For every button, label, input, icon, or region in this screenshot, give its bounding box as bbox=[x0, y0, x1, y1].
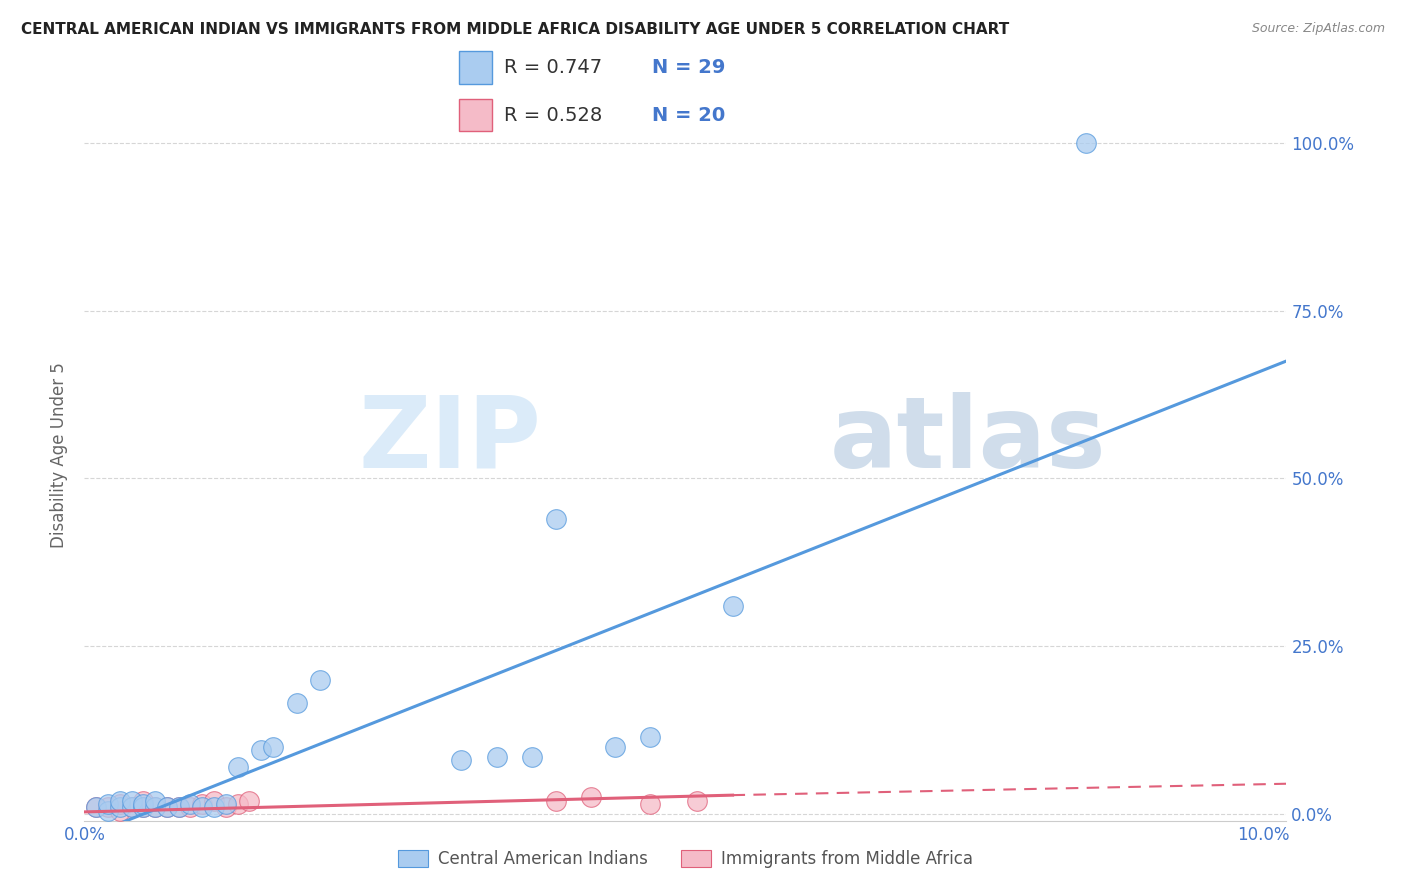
FancyBboxPatch shape bbox=[458, 99, 492, 131]
Text: N = 20: N = 20 bbox=[652, 105, 725, 125]
Point bbox=[309, 673, 332, 687]
Y-axis label: Disability Age Under 5: Disability Age Under 5 bbox=[51, 362, 69, 548]
Point bbox=[143, 800, 166, 814]
Point bbox=[132, 800, 155, 814]
Point bbox=[132, 797, 155, 811]
Point bbox=[603, 739, 626, 754]
Text: CENTRAL AMERICAN INDIAN VS IMMIGRANTS FROM MIDDLE AFRICA DISABILITY AGE UNDER 5 : CENTRAL AMERICAN INDIAN VS IMMIGRANTS FR… bbox=[21, 22, 1010, 37]
Point bbox=[156, 800, 179, 814]
Point bbox=[721, 599, 744, 613]
Point bbox=[132, 793, 155, 807]
Point bbox=[108, 800, 131, 814]
Point bbox=[262, 739, 284, 754]
Point bbox=[108, 793, 131, 807]
Point bbox=[108, 804, 131, 818]
Point bbox=[638, 730, 661, 744]
Point bbox=[132, 800, 155, 814]
Point bbox=[97, 800, 120, 814]
Text: ZIP: ZIP bbox=[359, 392, 541, 489]
Point bbox=[121, 793, 143, 807]
Point bbox=[250, 743, 273, 757]
Point bbox=[215, 800, 238, 814]
Point bbox=[202, 800, 225, 814]
Point bbox=[226, 797, 249, 811]
Legend: Central American Indians, Immigrants from Middle Africa: Central American Indians, Immigrants fro… bbox=[391, 843, 980, 874]
Point bbox=[522, 750, 544, 764]
Point bbox=[191, 800, 214, 814]
Point bbox=[179, 800, 201, 814]
Text: Source: ZipAtlas.com: Source: ZipAtlas.com bbox=[1251, 22, 1385, 36]
Point bbox=[226, 760, 249, 774]
Point bbox=[84, 800, 107, 814]
Point bbox=[167, 800, 190, 814]
Point bbox=[215, 797, 238, 811]
Point bbox=[686, 793, 709, 807]
Point bbox=[121, 800, 143, 814]
Text: R = 0.747: R = 0.747 bbox=[505, 58, 602, 78]
Point bbox=[638, 797, 661, 811]
Point bbox=[191, 797, 214, 811]
Point bbox=[108, 797, 131, 811]
Point bbox=[97, 804, 120, 818]
Point bbox=[579, 790, 602, 805]
Text: R = 0.528: R = 0.528 bbox=[505, 105, 603, 125]
Point bbox=[84, 800, 107, 814]
Point bbox=[285, 696, 308, 710]
Point bbox=[450, 753, 472, 767]
Text: N = 29: N = 29 bbox=[652, 58, 725, 78]
Point bbox=[156, 800, 179, 814]
Point bbox=[202, 793, 225, 807]
Point bbox=[121, 800, 143, 814]
Point bbox=[97, 797, 120, 811]
Point bbox=[143, 793, 166, 807]
Point bbox=[179, 797, 201, 811]
Point bbox=[167, 800, 190, 814]
Point bbox=[544, 511, 567, 525]
Point bbox=[143, 800, 166, 814]
Point bbox=[238, 793, 260, 807]
Text: atlas: atlas bbox=[830, 392, 1107, 489]
Point bbox=[1076, 136, 1098, 150]
Point bbox=[544, 793, 567, 807]
Point bbox=[485, 750, 508, 764]
FancyBboxPatch shape bbox=[458, 52, 492, 84]
